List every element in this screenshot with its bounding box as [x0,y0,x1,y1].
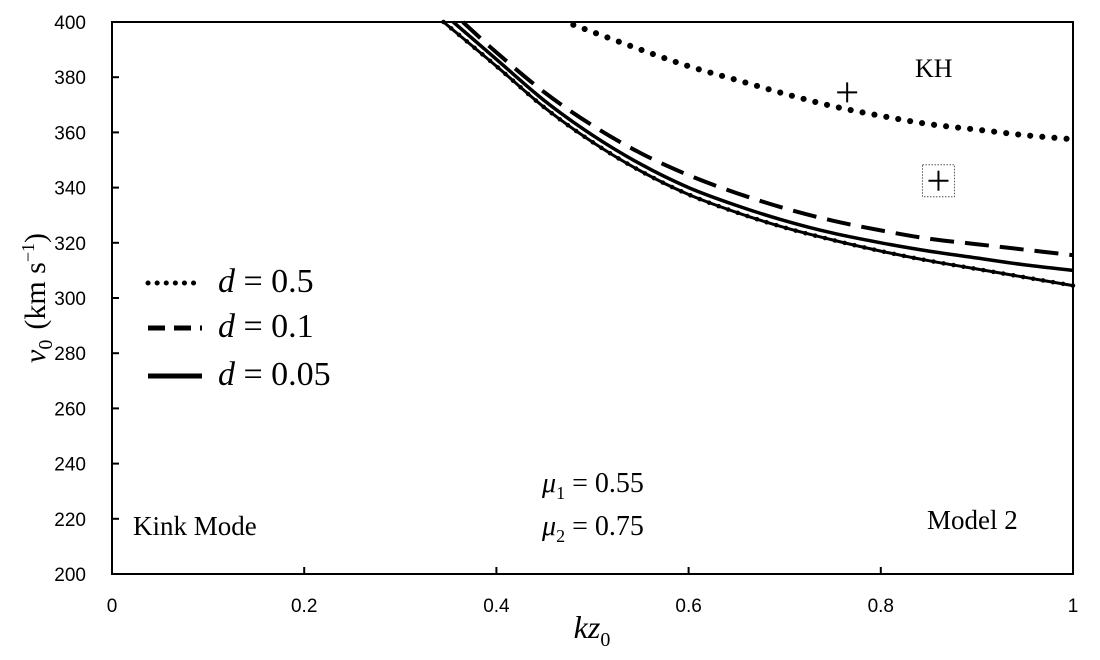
y-tick-label: 300 [54,289,86,310]
y-tick-label: 280 [54,344,86,365]
y-tick-label: 240 [54,455,86,476]
annotation-model: Model 2 [927,505,1018,535]
annotation-mode: Kink Mode [133,511,257,541]
legend: d = 0.5 d = 0.1 d = 0.05 [145,263,331,393]
y-tick-label: 340 [54,179,86,200]
annotation-mu2: μ2 = 0.75 [541,511,644,546]
x-axis-label: kz0 [574,609,611,651]
y-tick-label: 320 [54,234,86,255]
markers-group [837,82,955,198]
x-tick-label: 0.2 [291,596,317,617]
y-tick-label: 220 [54,510,86,531]
y-tick-label: 400 [54,13,86,34]
series-line-d-0.1 [461,20,1074,258]
legend-label-d-0.1: d = 0.1 [218,308,314,345]
y-tick-label: 200 [54,565,86,586]
x-tick-label: 0.8 [868,596,894,617]
series-line-d-0.5 [570,21,1076,143]
y-axis-label: v0(km s−1) [18,233,57,363]
plus-marker [837,82,858,103]
series-line-unlabeled-dots [441,19,1076,288]
y-tick-label: 380 [54,68,86,89]
series-line-d-0.05 [452,20,1074,273]
y-tick-label: 360 [54,123,86,144]
x-tick-label: 1 [1068,596,1079,617]
legend-label-d-0.05: d = 0.05 [218,356,331,393]
series-group [441,19,1076,288]
annotation-kh: KH [915,54,953,83]
y-axis-ticks: 200 220 240 260 280 300 320 340 360 380 400 [54,13,119,586]
x-axis-ticks: 0 0.2 0.4 0.6 0.8 1 [107,567,1079,617]
x-tick-label: 0 [107,596,118,617]
x-tick-label: 0.6 [675,596,701,617]
legend-label-d-0.5: d = 0.5 [218,263,314,300]
annotation-mu1: μ1 = 0.55 [541,468,644,503]
x-tick-label: 0.4 [483,596,510,617]
y-tick-label: 260 [54,399,86,420]
boxed-plus-marker [921,164,955,198]
